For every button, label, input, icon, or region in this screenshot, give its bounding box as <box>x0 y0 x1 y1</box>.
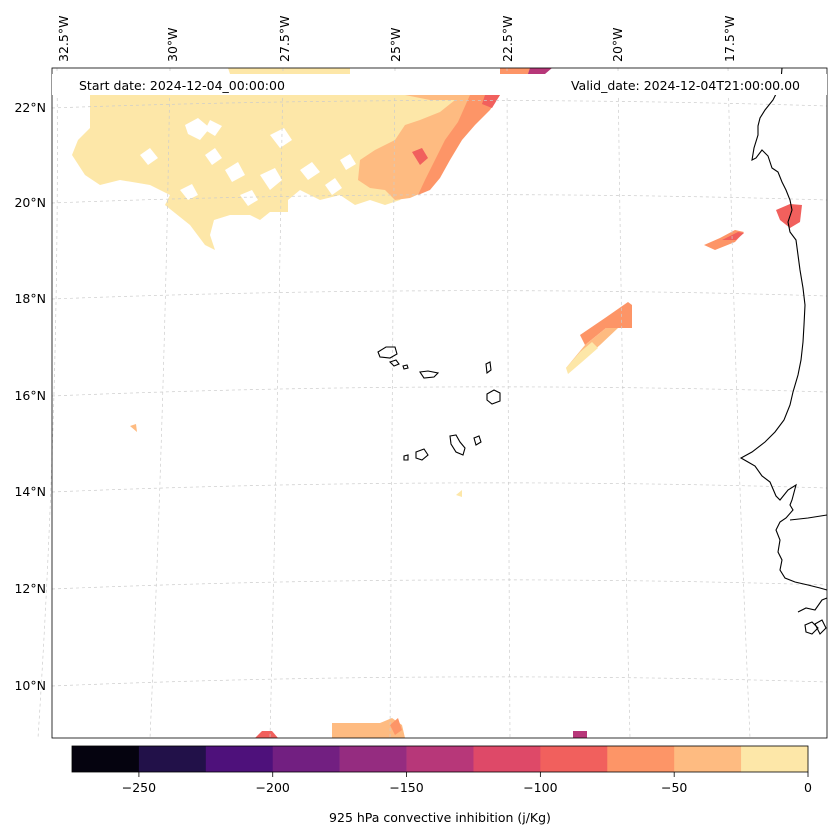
lon-label-22-5w: 22.5°W <box>500 16 515 62</box>
lat-label-22n: 22°N <box>14 100 46 115</box>
island-sal <box>485 361 492 375</box>
cin-region-mid-orange <box>580 302 632 345</box>
lat-label-20n: 20°N <box>14 195 46 210</box>
island-sao-nicolau <box>419 370 440 379</box>
latitude-labels: 22°N 20°N 18°N 16°N 14°N 12°N 10°N <box>14 100 46 693</box>
graticule <box>37 67 828 739</box>
colorbar-bin-2 <box>205 746 274 772</box>
header-mask <box>52 74 827 95</box>
valid-date-label: Valid_date: 2024-12-04T21:00:00.00 <box>571 78 800 93</box>
lon-label-20w: 20°W <box>610 27 625 62</box>
map-panel: Start date: 2024-12-04_00:00:00 Valid_da… <box>14 16 828 739</box>
colorbar-bin-9 <box>674 746 742 772</box>
cin-region-north-pale <box>72 95 500 250</box>
cin-region-top-magenta <box>528 68 552 74</box>
cin-holes <box>140 118 356 206</box>
african-coastline-guinea <box>797 597 828 613</box>
cin-region-top-orange <box>500 68 535 74</box>
colorbar-ticks: −250 −200 −150 −100 −50 0 <box>122 772 812 795</box>
lon-label-25w: 25°W <box>388 27 403 62</box>
colorbar: −250 −200 −150 −100 −50 0 925 hPa convective … <box>71 745 812 825</box>
colorbar-bin-8 <box>607 746 675 772</box>
cin-region-north-salmon-2 <box>482 95 500 108</box>
island-fogo <box>415 448 429 461</box>
cin-region-mid-pale <box>566 342 598 374</box>
parallel-18n <box>51 290 828 300</box>
lat-label-14n: 14°N <box>14 484 46 499</box>
lat-label-10n: 10°N <box>14 678 46 693</box>
colorbar-bin-3 <box>272 746 340 772</box>
colorbar-bin-4 <box>339 746 407 772</box>
colorbar-label: 925 hPa convective inhibition (j/Kg) <box>329 810 551 825</box>
african-coastline-bissau-islands-2 <box>814 619 827 635</box>
colorbar-bin-6 <box>473 746 541 772</box>
colorbar-tick-label-1: −200 <box>256 780 290 795</box>
island-sao-vicente <box>388 359 400 367</box>
parallel-22n <box>51 100 828 109</box>
lon-label-27-5w: 27.5°W <box>277 16 292 62</box>
cin-region-bottom-salmon <box>255 731 278 738</box>
colorbar-tick-label-2: −150 <box>389 780 423 795</box>
cin-region-north-salmon <box>412 148 428 165</box>
island-santiago <box>449 434 466 456</box>
cin-region-coast-salmon <box>776 204 802 228</box>
cin-region-north-orange <box>418 95 500 195</box>
longitude-labels: 32.5°W 30°W 27.5°W 25°W 22.5°W 20°W 17.5… <box>56 16 737 62</box>
colorbar-bin-5 <box>406 746 474 772</box>
parallel-12n <box>51 579 828 590</box>
parallel-16n <box>51 386 828 397</box>
parallel-14n <box>51 482 828 493</box>
cin-region-top-pale <box>228 68 350 74</box>
colorbar-bins <box>72 746 809 772</box>
coastlines <box>377 67 828 635</box>
african-coastline <box>739 67 828 591</box>
colorbar-tick-label-4: −50 <box>661 780 687 795</box>
colorbar-tick-label-0: −250 <box>122 780 156 795</box>
map-frame <box>51 67 828 739</box>
lat-label-16n: 16°N <box>14 388 46 403</box>
island-maio <box>473 435 482 446</box>
island-santa-luzia <box>402 364 409 370</box>
cin-region-bottom-magenta <box>573 731 587 738</box>
colorbar-bin-7 <box>540 746 608 772</box>
lat-label-12n: 12°N <box>14 581 46 596</box>
start-date-label: Start date: 2024-12-04_00:00:00 <box>79 78 285 93</box>
colorbar-frame <box>71 745 809 773</box>
cin-spot-south <box>456 490 462 497</box>
lon-label-17-5w: 17.5°W <box>722 16 737 62</box>
colorbar-bin-10 <box>741 746 809 772</box>
lat-label-18n: 18°N <box>14 291 46 306</box>
parallel-20n <box>51 194 828 204</box>
island-boa-vista <box>486 389 501 405</box>
parallel-10n <box>51 676 828 687</box>
cin-spot-west <box>130 424 137 432</box>
colorbar-tick-label-3: −100 <box>523 780 557 795</box>
african-coastline-bissau-islands <box>804 621 819 635</box>
cin-region-coast-salmon-2 <box>722 232 744 240</box>
colorbar-bin-0 <box>72 746 140 772</box>
cin-region-bottom-light-orange <box>332 718 405 738</box>
cin-field-layer <box>72 68 802 738</box>
colorbar-bin-1 <box>138 746 207 772</box>
island-brava <box>403 454 409 461</box>
cin-region-bottom-orange <box>390 718 402 735</box>
african-coastline-gambia <box>789 514 828 521</box>
lon-label-32-5w: 32.5°W <box>56 16 71 62</box>
island-santo-antao <box>377 346 398 359</box>
lon-label-30w: 30°W <box>165 27 180 62</box>
colorbar-tick-label-5: 0 <box>804 780 812 795</box>
